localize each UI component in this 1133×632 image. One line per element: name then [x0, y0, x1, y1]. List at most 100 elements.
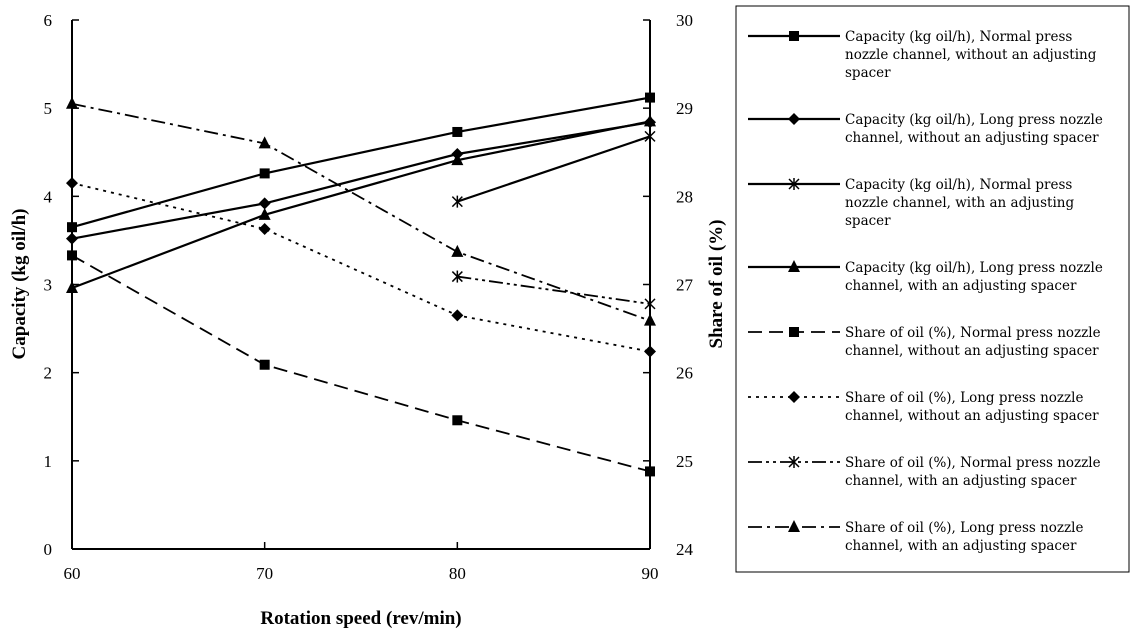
data-point [67, 250, 77, 261]
series-line [457, 275, 651, 305]
data-point [452, 415, 463, 426]
series-5 [67, 250, 655, 477]
data-point [258, 197, 271, 210]
legend-label: channel, with an adjusting spacer [845, 278, 1077, 294]
series-line [71, 254, 651, 473]
data-point [451, 309, 464, 322]
series-line [71, 102, 651, 322]
legend-label: Capacity (kg oil/h), Long press nozzle [845, 112, 1103, 128]
left-y-axis-title: Capacity (kg oil/h) [9, 209, 30, 360]
series-2 [66, 116, 656, 245]
right-y-tick-label: 26 [676, 364, 693, 383]
data-point [66, 281, 78, 294]
data-point [644, 297, 656, 310]
tick-labels: 60 70 80 90 0 1 2 3 4 5 6 24 25 26 27 28 29 30 [44, 11, 694, 583]
legend-label: channel, without an adjusting spacer [845, 408, 1099, 424]
data-point [645, 466, 655, 477]
series-8 [66, 96, 656, 326]
data-point [258, 207, 271, 220]
series-1 [67, 92, 655, 233]
series-6 [66, 177, 656, 358]
legend-label: nozzle channel, with an adjusting [845, 195, 1074, 211]
x-tick-label: 60 [64, 564, 81, 583]
legend-item: Share of oil (%), Long press nozzle chann… [748, 390, 1099, 424]
left-y-tick-label: 4 [44, 187, 53, 206]
right-y-tick-label: 24 [676, 540, 694, 559]
legend-label: channel, without an adjusting spacer [845, 130, 1099, 146]
data-point [259, 168, 270, 179]
series-line [71, 182, 651, 353]
right-y-tick-label: 25 [676, 452, 693, 471]
legend-label: Capacity (kg oil/h), Normal press [845, 29, 1072, 45]
legend-marker [788, 260, 800, 272]
x-tick-label: 80 [449, 564, 466, 583]
legend-item: Share of oil (%), Long press nozzle chann… [748, 520, 1083, 554]
legend-item: Capacity (kg oil/h), Long press nozzle ch… [748, 112, 1103, 146]
legend-marker [788, 456, 800, 468]
right-y-tick-label: 28 [676, 187, 693, 206]
legend-label: Capacity (kg oil/h), Normal press [845, 177, 1072, 193]
left-y-tick-label: 6 [44, 11, 53, 30]
data-point [258, 222, 271, 235]
legend-label: Share of oil (%), Normal press nozzle [845, 325, 1101, 341]
data-point [645, 92, 655, 103]
legend-label: Capacity (kg oil/h), Long press nozzle [845, 260, 1103, 276]
legend-label: channel, with an adjusting spacer [845, 473, 1077, 489]
data-point [258, 136, 271, 149]
legend-marker [788, 178, 800, 190]
series-line [71, 121, 651, 240]
legend-box [735, 5, 1130, 573]
data-point [451, 270, 463, 283]
legend: Capacity (kg oil/h), Normal press nozzle … [735, 5, 1130, 573]
legend-label: nozzle channel, without an adjusting [845, 47, 1097, 63]
data-point [66, 177, 78, 190]
right-y-tick-label: 27 [676, 276, 694, 295]
left-y-tick-label: 0 [44, 540, 53, 559]
data-point [451, 195, 463, 208]
data-point [451, 153, 464, 166]
series-4 [66, 114, 656, 294]
left-y-tick-label: 5 [44, 99, 53, 118]
data-point [644, 130, 656, 143]
legend-item: Capacity (kg oil/h), Long press nozzle ch… [748, 260, 1103, 294]
left-y-tick-label: 1 [44, 452, 53, 471]
x-axis-title: Rotation speed (rev/min) [260, 608, 461, 629]
legend-label: Share of oil (%), Normal press nozzle [845, 455, 1101, 471]
right-y-tick-label: 29 [676, 99, 693, 118]
tick-marks [71, 19, 651, 550]
legend-marker [788, 391, 800, 403]
series-line [456, 135, 651, 203]
series-line [71, 120, 651, 290]
data-point [644, 345, 656, 358]
legend-marker [789, 327, 799, 337]
legend-marker [788, 113, 800, 125]
axes [71, 20, 651, 550]
data-point [66, 232, 78, 245]
left-y-tick-label: 3 [44, 276, 53, 295]
legend-item: Capacity (kg oil/h), Normal press nozzle … [748, 29, 1097, 81]
data-point [451, 244, 464, 257]
series-line [71, 96, 651, 229]
right-y-tick-label: 30 [676, 11, 693, 30]
x-tick-label: 90 [642, 564, 659, 583]
x-tick-label: 70 [256, 564, 273, 583]
legend-label: spacer [845, 65, 891, 81]
series-layer [66, 92, 656, 477]
data-point [452, 126, 463, 137]
legend-item: Share of oil (%), Normal press nozzle cha… [748, 325, 1101, 359]
series-7 [451, 270, 656, 310]
legend-item: Capacity (kg oil/h), Normal press nozzle … [748, 177, 1074, 229]
legend-label: spacer [845, 213, 891, 229]
legend-label: channel, without an adjusting spacer [845, 343, 1099, 359]
legend-marker [789, 31, 799, 41]
left-y-tick-label: 2 [44, 364, 53, 383]
legend-marker [788, 520, 800, 532]
legend-label: Share of oil (%), Long press nozzle [845, 390, 1083, 406]
series-3 [451, 130, 656, 208]
data-point [644, 114, 656, 127]
legend-item: Share of oil (%), Normal press nozzle cha… [748, 455, 1101, 489]
data-point [66, 96, 78, 109]
legend-label: Share of oil (%), Long press nozzle [845, 520, 1083, 536]
data-point [67, 222, 77, 233]
